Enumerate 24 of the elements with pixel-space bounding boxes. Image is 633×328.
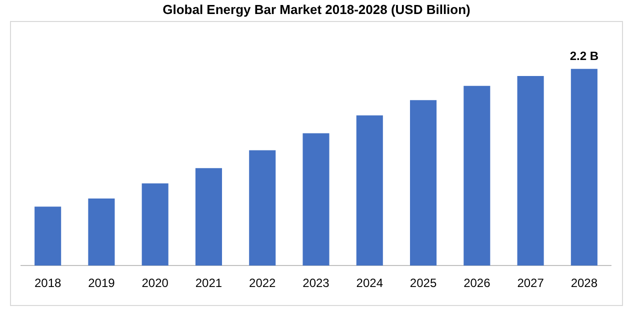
bar [88,198,115,266]
x-tick-label: 2022 [249,276,276,290]
bar [464,86,490,266]
x-tick-label: 2023 [302,276,330,290]
x-tick-label: 2025 [410,276,437,290]
bar [356,115,383,266]
bar [249,150,276,266]
x-tick-label: 2026 [464,276,491,290]
bar [302,133,330,266]
x-tick-label: 2018 [34,276,62,290]
bar [410,100,437,266]
bar [34,206,62,266]
x-tick-label: 2024 [356,276,384,290]
bar [570,68,598,266]
bar [195,168,222,266]
data-label: 2.2 B [570,49,599,64]
x-tick-label: 2019 [88,276,116,290]
bar [517,76,544,266]
bar [142,183,168,266]
x-tick-label: 2020 [142,276,169,290]
x-tick-label: 2027 [517,276,544,290]
x-tick-label: 2028 [570,276,598,290]
chart-title: Global Energy Bar Market 2018-2028 (USD Billion) [162,2,472,17]
x-tick-label: 2021 [195,276,222,290]
